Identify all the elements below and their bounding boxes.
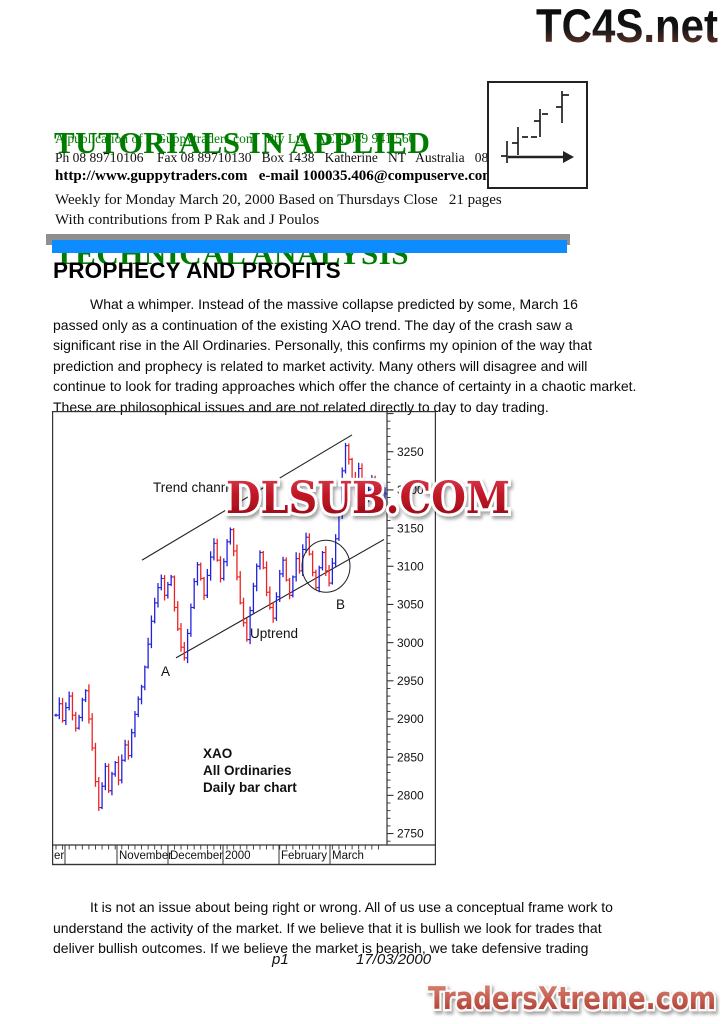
svg-text:3250: 3250 — [397, 445, 424, 459]
paragraph-line: What a whimper. Instead of the massive c… — [90, 296, 578, 312]
svg-text:November: November — [119, 850, 172, 862]
paragraph-line: deliver bullish outcomes. If we believe … — [53, 940, 589, 956]
svg-text:B: B — [336, 597, 345, 612]
website-email-line: http://www.guppytraders.com e-mail 10003… — [55, 168, 495, 184]
masthead-logo-box — [487, 81, 588, 189]
divider-shadow-bar — [46, 234, 570, 245]
article-paragraph-2: It is not an issue about being right or … — [53, 897, 685, 959]
svg-text:3000: 3000 — [397, 636, 424, 650]
masthead-title-line1: TUTORIALS IN APPLIED — [54, 125, 431, 160]
svg-text:2800: 2800 — [397, 789, 424, 803]
paragraph-line: These are philosophical issues and are n… — [53, 398, 549, 415]
svg-text:Daily bar chart: Daily bar chart — [203, 780, 297, 795]
svg-text:Uptrend: Uptrend — [250, 626, 298, 641]
svg-text:February: February — [281, 850, 327, 862]
article-paragraph-1: What a whimper. Instead of the massive c… — [53, 294, 685, 417]
svg-text:2950: 2950 — [397, 674, 424, 688]
svg-text:XAO: XAO — [203, 746, 232, 761]
contact-line: Ph 08 89710106 Fax 08 89710130 Box 1438 … — [55, 150, 502, 165]
article-heading: PROPHECY AND PROFITS — [53, 258, 341, 283]
issue-info-line: Weekly for Monday March 20, 2000 Based o… — [55, 192, 502, 208]
paragraph-line: understand the activity of the market. I… — [53, 919, 602, 936]
tradersxtreme-watermark: TradersXtreme.com — [426, 979, 719, 1020]
svg-text:A: A — [161, 664, 170, 679]
tc4s-watermark: TC4S.net — [536, 0, 718, 52]
svg-text:3200: 3200 — [397, 483, 424, 497]
footer-date: 17/03/2000 — [356, 951, 432, 968]
svg-text:December: December — [170, 850, 223, 862]
paragraph-line: significant rise in the All Ordinaries. … — [53, 337, 592, 353]
svg-text:2900: 2900 — [397, 712, 424, 726]
paragraph-line: prediction and prophecy is related to ma… — [53, 357, 588, 374]
svg-text:3050: 3050 — [397, 598, 424, 612]
tc4s-watermark-text: TC4S.net — [536, 0, 718, 52]
paragraph-line: continue to look for trading approaches … — [53, 378, 637, 394]
divider-blue-bar — [52, 240, 567, 253]
mini-barchart-icon — [501, 91, 574, 163]
svg-text:Trend channel: Trend channel — [153, 480, 239, 495]
svg-text:2000: 2000 — [225, 850, 251, 862]
svg-text:er: er — [54, 850, 64, 862]
paragraph-line: It is not an issue about being right or … — [90, 899, 613, 915]
svg-text:March: March — [332, 850, 364, 862]
contributors-line: With contributions from P Rak and J Poul… — [55, 212, 320, 228]
paragraph-line: passed only as a continuation of the exi… — [53, 316, 573, 333]
publication-line: A publication of Guppytraders.com Pty Lt… — [55, 131, 416, 146]
svg-text:2750: 2750 — [397, 827, 424, 841]
tradersxtreme-watermark-text: TradersXtreme.com — [428, 981, 716, 1017]
price-chart-figure: er November December 2000 February March 3250 3… — [51, 410, 437, 866]
svg-text:All Ordinaries: All Ordinaries — [203, 763, 292, 778]
footer-page-number: p1 — [272, 951, 289, 968]
svg-text:3100: 3100 — [397, 559, 424, 573]
svg-text:3150: 3150 — [397, 521, 424, 535]
svg-text:2850: 2850 — [397, 750, 424, 764]
